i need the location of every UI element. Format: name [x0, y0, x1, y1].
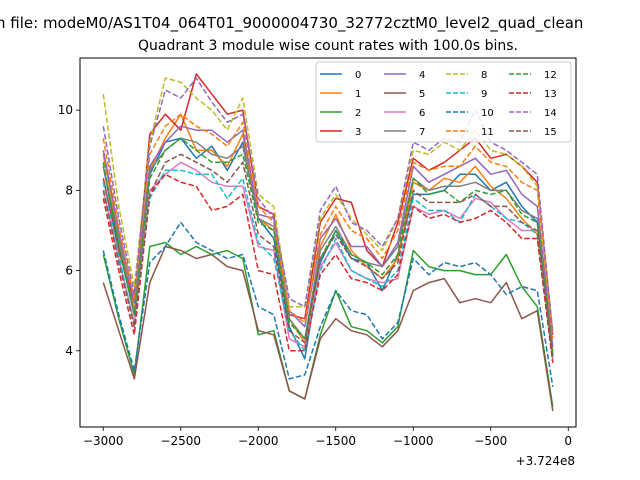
y-tick-label: 4: [65, 344, 73, 358]
legend-label-0: 0: [355, 70, 361, 81]
series-line-5: [102, 245, 554, 412]
y-tick-label: 8: [65, 183, 73, 197]
x-tick-label: 0: [564, 434, 572, 448]
y-axis: 4 6 8 10: [58, 103, 80, 358]
chart-title: Quadrant 3 module wise count rates with …: [138, 38, 518, 54]
legend-label-11: 11: [481, 127, 494, 138]
legend-label-2: 2: [355, 108, 361, 119]
legend-label-6: 6: [419, 108, 425, 119]
series-line-10: [102, 221, 554, 388]
x-axis-offset-label: +3.724e8: [516, 454, 575, 468]
series-line-4: [102, 125, 554, 347]
figure-suptitle: n file: modeM0/AS1T04_064T01_9000004730_…: [0, 14, 583, 33]
legend-box: [315, 61, 572, 143]
x-axis: −3000 −2500 −2000 −1500 −1000 −500 0: [83, 427, 572, 448]
series-line-11: [102, 113, 554, 339]
legend-label-7: 7: [419, 127, 425, 138]
legend-label-15: 15: [544, 127, 557, 138]
y-tick-label: 10: [58, 103, 73, 117]
x-tick-label: −1000: [393, 434, 434, 448]
axes-frame: [79, 57, 577, 428]
series-line-13: [102, 173, 554, 363]
legend-label-4: 4: [419, 70, 425, 81]
x-tick-label: −3000: [83, 434, 124, 448]
series-line-15: [102, 153, 554, 359]
y-tick-label: 6: [65, 264, 73, 278]
x-tick-label: −2500: [160, 434, 201, 448]
legend-label-9: 9: [481, 89, 487, 100]
series-line-9: [102, 169, 554, 363]
legend-label-5: 5: [419, 89, 425, 100]
legend-label-12: 12: [544, 70, 557, 81]
series-line-12: [102, 137, 554, 355]
series-layer: [102, 73, 554, 412]
legend-label-10: 10: [481, 108, 494, 119]
legend-label-14: 14: [544, 108, 557, 119]
legend-label-1: 1: [355, 89, 361, 100]
legend-label-8: 8: [481, 70, 487, 81]
series-line-1: [102, 113, 554, 351]
legend-label-13: 13: [544, 89, 557, 100]
series-line-2: [102, 241, 554, 408]
x-tick-label: −2000: [238, 434, 279, 448]
x-tick-label: −1500: [315, 434, 356, 448]
series-line-14: [102, 77, 554, 335]
legend-label-3: 3: [355, 127, 361, 138]
x-tick-label: −500: [474, 434, 507, 448]
